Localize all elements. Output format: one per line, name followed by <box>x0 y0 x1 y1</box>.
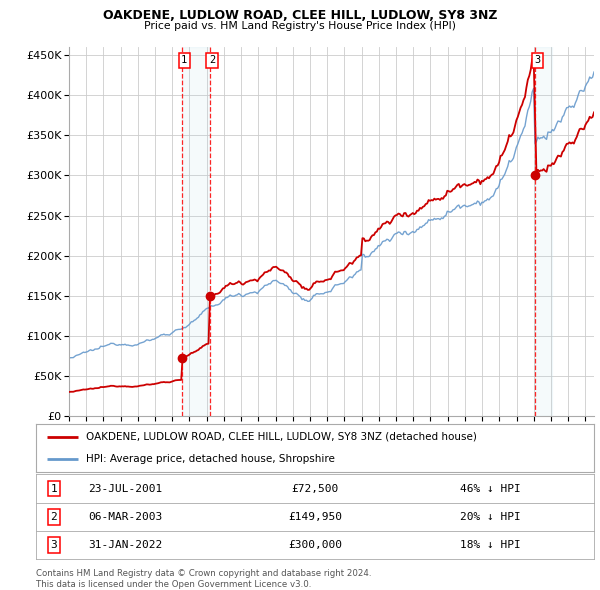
Text: HPI: Average price, detached house, Shropshire: HPI: Average price, detached house, Shro… <box>86 454 335 464</box>
Text: 18% ↓ HPI: 18% ↓ HPI <box>460 540 521 550</box>
Text: OAKDENE, LUDLOW ROAD, CLEE HILL, LUDLOW, SY8 3NZ (detached house): OAKDENE, LUDLOW ROAD, CLEE HILL, LUDLOW,… <box>86 432 477 442</box>
Text: 2: 2 <box>50 512 57 522</box>
Text: 2: 2 <box>209 55 215 65</box>
Text: 1: 1 <box>181 55 187 65</box>
Text: £149,950: £149,950 <box>288 512 342 522</box>
Text: 20% ↓ HPI: 20% ↓ HPI <box>460 512 521 522</box>
Text: 3: 3 <box>535 55 541 65</box>
Text: 23-JUL-2001: 23-JUL-2001 <box>88 484 163 493</box>
Text: 3: 3 <box>50 540 57 550</box>
Text: OAKDENE, LUDLOW ROAD, CLEE HILL, LUDLOW, SY8 3NZ: OAKDENE, LUDLOW ROAD, CLEE HILL, LUDLOW,… <box>103 9 497 22</box>
Text: £72,500: £72,500 <box>292 484 338 493</box>
Bar <box>535 47 553 416</box>
Text: 31-JAN-2022: 31-JAN-2022 <box>88 540 163 550</box>
Text: 46% ↓ HPI: 46% ↓ HPI <box>460 484 521 493</box>
Text: 06-MAR-2003: 06-MAR-2003 <box>88 512 163 522</box>
Text: 1: 1 <box>50 484 57 493</box>
Bar <box>182 47 209 416</box>
Text: Price paid vs. HM Land Registry's House Price Index (HPI): Price paid vs. HM Land Registry's House … <box>144 21 456 31</box>
Text: Contains HM Land Registry data © Crown copyright and database right 2024.
This d: Contains HM Land Registry data © Crown c… <box>36 569 371 589</box>
Text: £300,000: £300,000 <box>288 540 342 550</box>
